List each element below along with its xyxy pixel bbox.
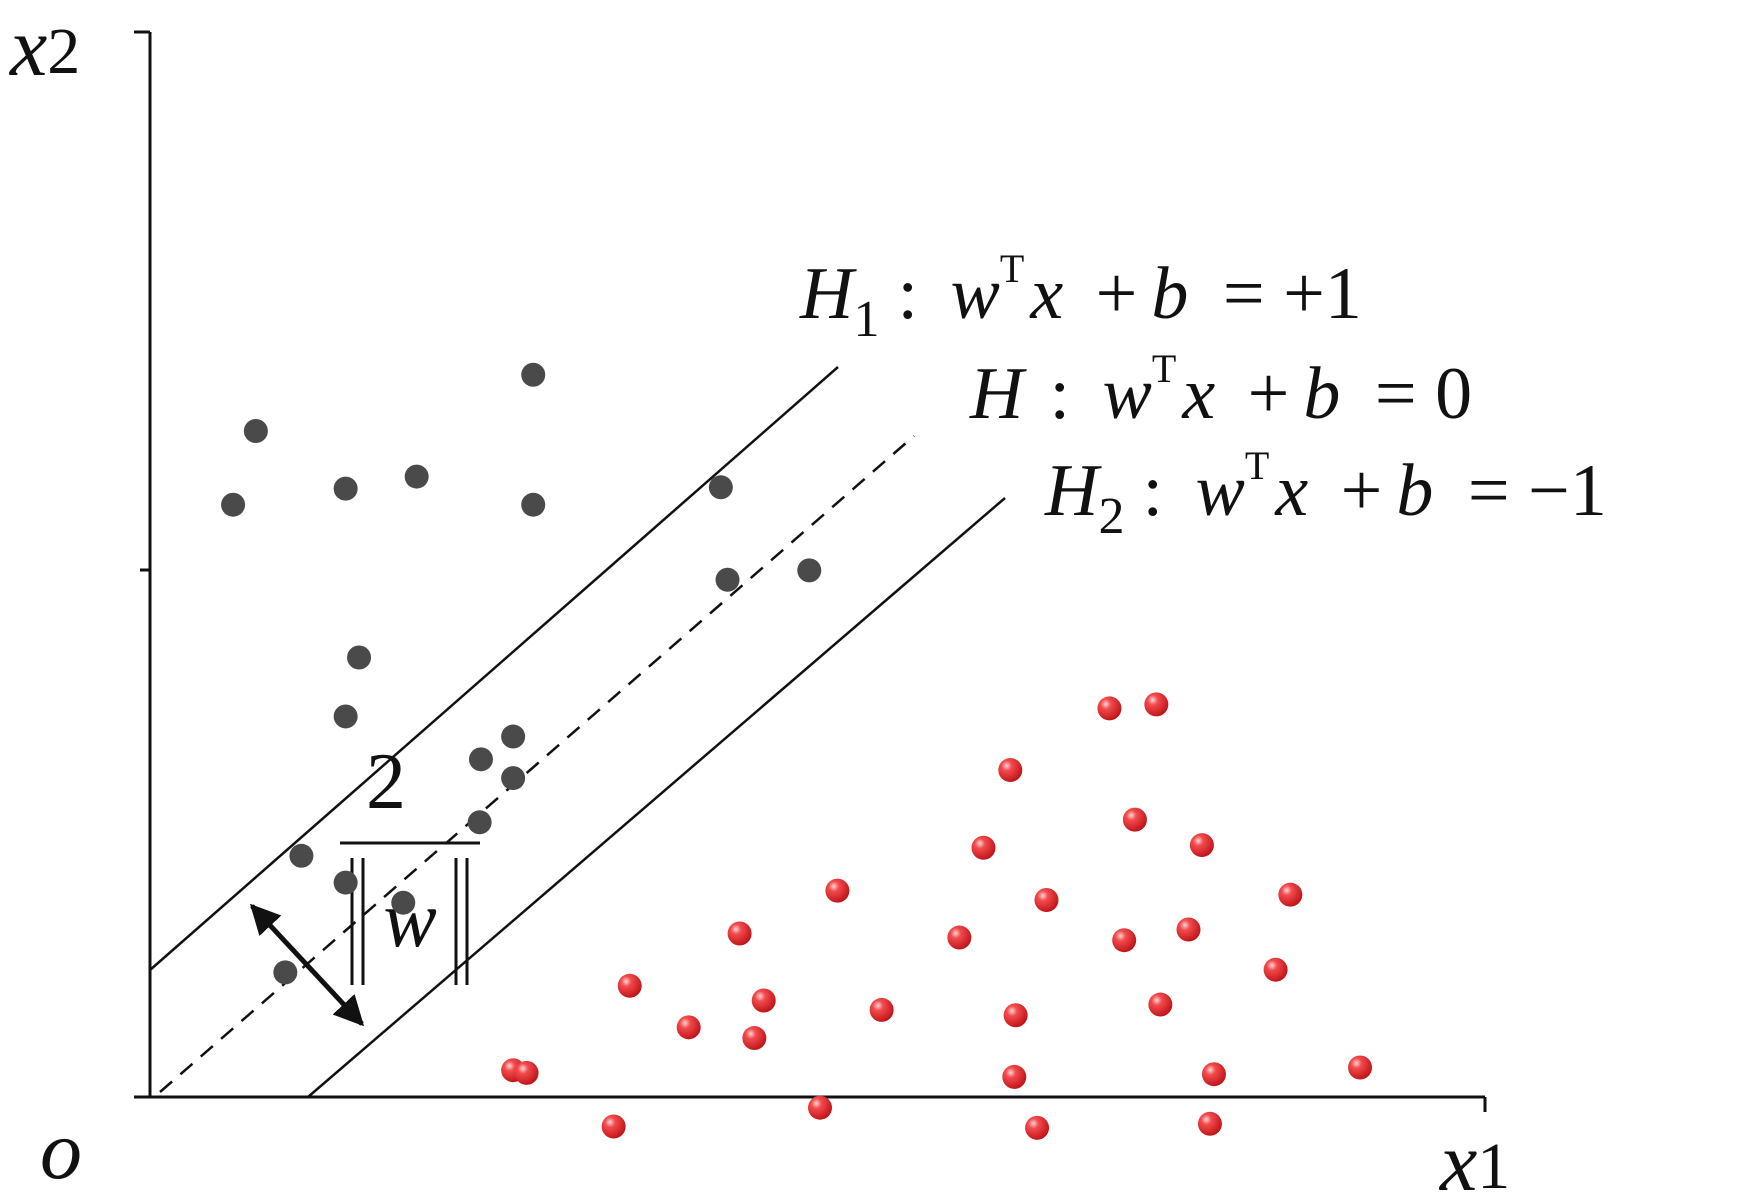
class-b-point-28 [601,1114,626,1139]
class-b-point-1 [1097,696,1122,721]
hyperplane-labels: H1: wTx + b = +1 H: wTx + b = 0 H2: wTx + b… [799,246,1607,545]
class-a-point-19 [273,960,298,985]
class-b-point-16 [751,988,776,1013]
class-b-point-12 [1112,928,1137,953]
hyperplane-h-line [159,435,915,1093]
class-b-point-27 [808,1095,832,1120]
class-b-point-26 [1201,1062,1226,1087]
hyperplane-h2-line [307,497,1006,1098]
class-b-point-5 [1189,833,1214,858]
class-a-point-18 [391,890,416,915]
class-b-points [501,692,1373,1140]
class-a-point-9 [797,558,822,583]
class-b-point-24 [1348,1055,1373,1080]
y-axis-label: x2 [8,1,80,94]
hyperplane-lines [149,366,1006,1098]
class-b-point-7 [825,878,850,903]
hyperplane-h1-line [149,366,839,971]
class-a-point-13 [501,724,526,749]
class-b-point-13 [1176,917,1201,942]
class-a-point-2 [221,492,246,517]
class-b-point-20 [676,1015,701,1040]
class-a-point-5 [404,464,429,489]
class-a-points [221,362,822,985]
class-b-point-23 [514,1060,539,1085]
h2-equation: H2: wTx + b = −1 [1044,443,1607,545]
class-b-point-10 [727,921,752,946]
class-b-point-14 [617,973,642,998]
class-a-point-12 [468,747,493,772]
h-equation: H: wTx + b = 0 [969,346,1472,435]
class-b-point-6 [971,835,996,860]
origin-label: o [40,1104,82,1197]
class-b-point-30 [1197,1111,1222,1136]
class-a-point-17 [333,870,358,895]
class-a-point-7 [521,492,546,517]
class-b-point-25 [1002,1064,1027,1089]
class-a-point-10 [347,645,372,670]
class-a-point-1 [243,419,268,444]
class-b-point-3 [998,758,1023,783]
class-b-point-29 [1025,1115,1050,1140]
margin-denominator: w [383,876,436,964]
class-b-point-8 [1034,888,1059,913]
class-a-point-16 [289,843,314,868]
class-b-point-11 [947,925,972,950]
class-a-point-11 [333,704,358,729]
class-b-point-4 [1122,807,1147,832]
class-b-point-21 [742,1026,767,1051]
class-b-point-18 [1003,1003,1028,1028]
class-a-point-8 [715,567,740,592]
class-b-point-2 [1144,692,1169,717]
class-a-point-14 [501,766,526,791]
class-b-point-17 [869,997,894,1022]
class-a-point-3 [333,476,358,501]
class-a-point-4 [521,362,546,387]
h1-equation: H1: wTx + b = +1 [799,246,1362,348]
class-b-point-15 [1263,957,1288,982]
margin-numerator: 2 [366,738,406,826]
class-b-point-9 [1278,882,1303,907]
class-b-point-19 [1148,992,1173,1017]
class-a-point-6 [708,475,733,500]
class-a-point-15 [467,810,492,835]
x-axis-label: x1 [1438,1116,1510,1201]
margin-arrow [249,903,365,1027]
